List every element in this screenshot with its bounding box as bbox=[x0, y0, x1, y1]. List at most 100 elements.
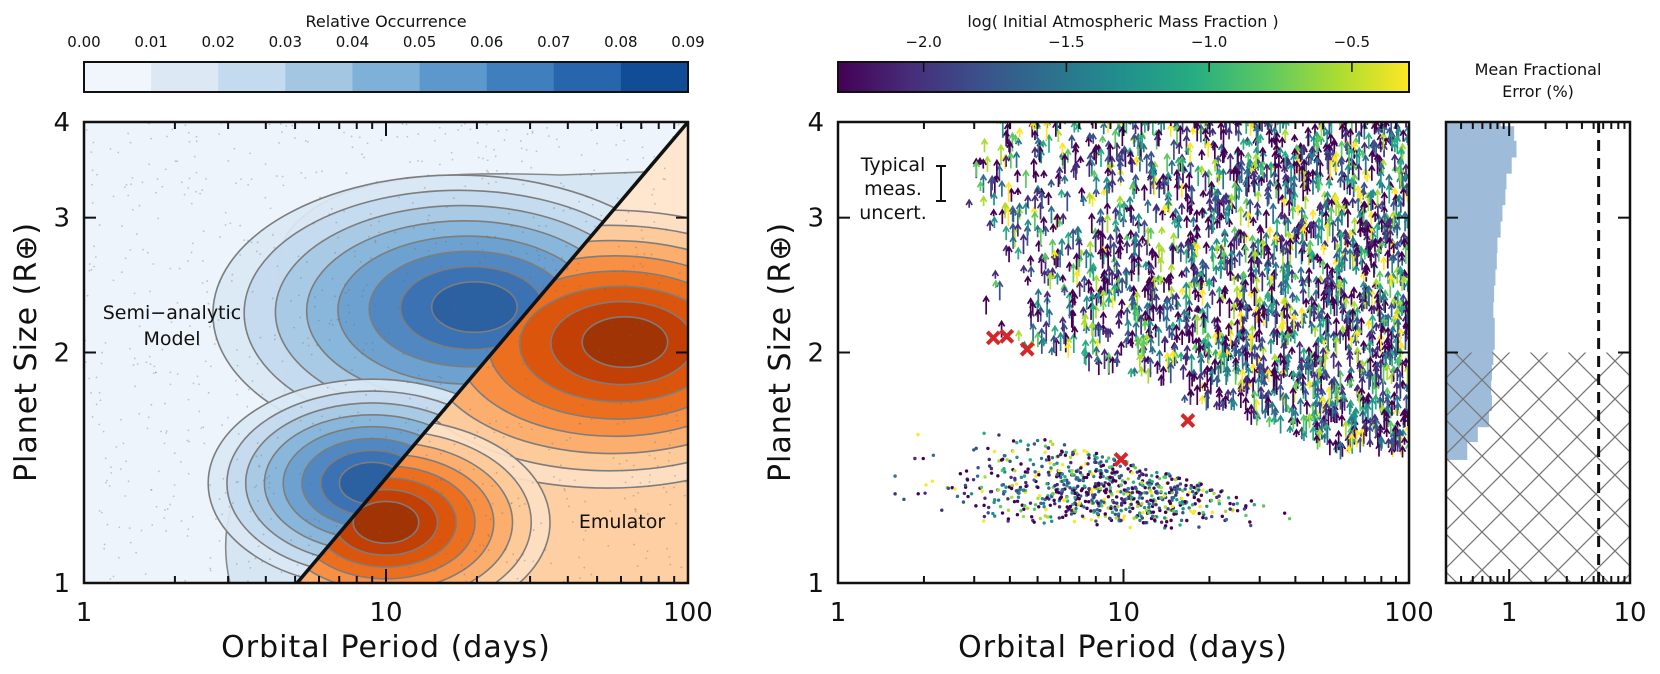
core-point bbox=[1061, 498, 1066, 503]
noise-dot bbox=[275, 466, 278, 469]
envelope-arrow bbox=[1361, 267, 1369, 276]
envelope-arrow bbox=[1270, 327, 1278, 343]
core-point bbox=[1043, 444, 1048, 448]
core-point bbox=[1175, 487, 1179, 491]
envelope-arrow bbox=[1149, 165, 1158, 183]
envelope-arrow bbox=[1272, 261, 1280, 280]
noise-dot bbox=[401, 123, 404, 125]
envelope-arrow bbox=[1224, 388, 1232, 399]
noise-dot bbox=[262, 533, 265, 536]
noise-dot bbox=[648, 474, 651, 476]
core-point bbox=[1205, 490, 1209, 494]
noise-dot bbox=[205, 177, 207, 180]
mid-x-tick-label: 100 bbox=[1384, 598, 1434, 628]
noise-dot bbox=[630, 402, 633, 404]
noise-dot bbox=[635, 246, 638, 249]
noise-dot bbox=[337, 474, 340, 477]
core-point bbox=[992, 449, 997, 454]
noise-dot bbox=[198, 383, 200, 386]
noise-dot bbox=[118, 526, 121, 529]
noise-dot bbox=[561, 257, 563, 259]
noise-dot bbox=[304, 177, 307, 179]
noise-dot bbox=[230, 311, 233, 314]
core-point bbox=[1210, 488, 1214, 492]
core-point bbox=[1121, 498, 1125, 502]
noise-dot bbox=[347, 452, 350, 455]
noise-dot bbox=[405, 422, 407, 424]
envelope-arrow bbox=[1288, 406, 1296, 419]
noise-dot bbox=[102, 430, 105, 433]
core-point bbox=[1047, 486, 1051, 490]
envelope-arrow bbox=[1388, 131, 1396, 148]
envelope-arrow bbox=[1156, 303, 1164, 319]
envelope-arrow bbox=[1185, 327, 1193, 344]
noise-dot bbox=[506, 448, 509, 451]
core-point bbox=[1103, 481, 1107, 485]
envelope-arrow bbox=[1372, 393, 1380, 410]
noise-dot bbox=[209, 365, 212, 368]
core-point bbox=[1072, 488, 1076, 493]
core-point bbox=[930, 479, 935, 483]
core-point bbox=[1130, 471, 1134, 475]
envelope-arrow bbox=[1157, 275, 1165, 285]
noise-dot bbox=[544, 549, 547, 551]
core-point bbox=[1037, 472, 1041, 477]
core-point bbox=[1052, 462, 1056, 467]
envelope-arrow bbox=[1312, 433, 1321, 444]
core-point bbox=[1080, 514, 1085, 518]
noise-dot bbox=[604, 287, 607, 290]
core-point bbox=[1169, 526, 1174, 530]
envelope-arrow bbox=[1271, 359, 1279, 372]
noise-dot bbox=[648, 454, 651, 457]
envelope-arrow bbox=[1132, 173, 1140, 188]
mid-y-tick-label: 3 bbox=[807, 204, 824, 234]
core-point bbox=[1116, 504, 1120, 509]
envelope-arrow bbox=[1086, 240, 1094, 254]
error-bar bbox=[1446, 285, 1495, 303]
noise-dot bbox=[488, 346, 491, 348]
noise-dot bbox=[600, 214, 603, 217]
noise-dot bbox=[406, 310, 409, 313]
envelope-arrow bbox=[1304, 354, 1312, 364]
envelope-arrow bbox=[1258, 146, 1267, 162]
core-point bbox=[980, 489, 984, 494]
noise-dot bbox=[345, 320, 347, 323]
noise-dot bbox=[98, 391, 101, 394]
core-point bbox=[1033, 470, 1037, 474]
noise-dot bbox=[555, 289, 558, 292]
noise-dot bbox=[90, 268, 93, 271]
envelope-arrow bbox=[1262, 231, 1270, 248]
envelope-arrow bbox=[1347, 432, 1356, 449]
core-point bbox=[1024, 480, 1028, 485]
envelope-arrow bbox=[965, 198, 973, 208]
noise-dot bbox=[106, 523, 109, 526]
noise-dot bbox=[201, 189, 204, 192]
noise-dot bbox=[370, 224, 373, 227]
core-point bbox=[1252, 502, 1257, 507]
core-point bbox=[1102, 500, 1106, 504]
noise-dot bbox=[516, 577, 519, 580]
noise-dot bbox=[190, 202, 193, 205]
envelope-arrow bbox=[1319, 259, 1327, 275]
envelope-arrow bbox=[1024, 275, 1032, 286]
core-point bbox=[1019, 475, 1024, 480]
noise-dot bbox=[100, 511, 103, 514]
noise-dot bbox=[260, 454, 263, 457]
core-point bbox=[1074, 469, 1079, 473]
noise-dot bbox=[512, 553, 515, 556]
envelope-arrow bbox=[1178, 269, 1186, 278]
envelope-arrow bbox=[1205, 197, 1214, 207]
envelope-arrow bbox=[1271, 308, 1280, 329]
envelope-arrow bbox=[1234, 122, 1242, 127]
envelope-arrow bbox=[1185, 305, 1194, 316]
core-point bbox=[1178, 482, 1183, 486]
noise-dot bbox=[109, 578, 112, 580]
envelope-arrow bbox=[1389, 253, 1398, 264]
core-point bbox=[1076, 484, 1080, 488]
noise-dot bbox=[351, 369, 353, 371]
noise-dot bbox=[330, 319, 332, 322]
envelope-arrow bbox=[986, 219, 994, 231]
noise-dot bbox=[165, 430, 168, 432]
core-point bbox=[1109, 506, 1113, 511]
core-point bbox=[1111, 467, 1115, 471]
